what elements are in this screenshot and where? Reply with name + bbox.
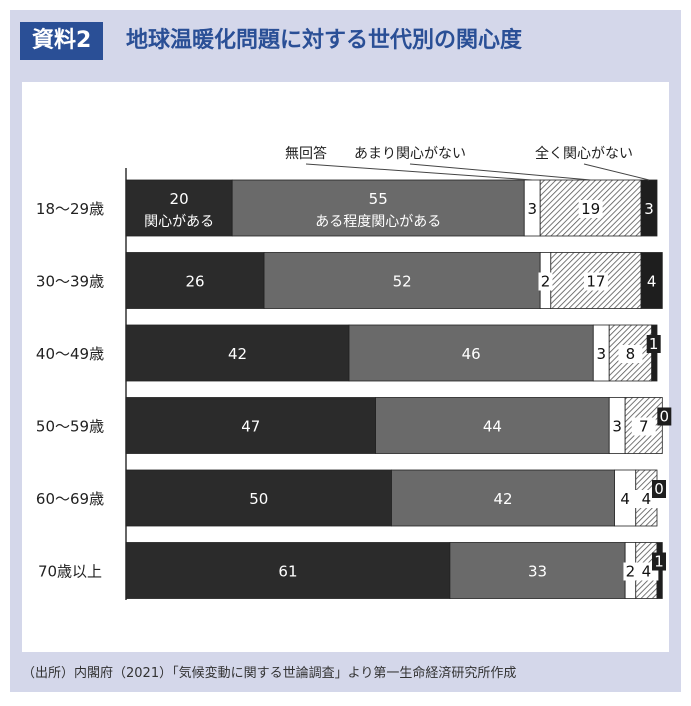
- value-label-box: [646, 335, 661, 353]
- value-label: 3: [644, 200, 654, 218]
- category-label: 50〜59歳: [36, 418, 104, 436]
- bar-segment: [263, 252, 541, 309]
- value-label: 4: [642, 490, 652, 508]
- value-label: 46: [462, 345, 481, 363]
- value-label: 0: [654, 480, 664, 498]
- value-label: 42: [493, 490, 512, 508]
- bar-segment: [125, 179, 233, 237]
- value-label: 2: [541, 273, 551, 291]
- value-label: 7: [639, 418, 649, 436]
- bar-segment: [125, 324, 350, 382]
- value-label: 50: [249, 490, 268, 508]
- value-label: 1: [654, 553, 664, 571]
- legend-label: 全く関心がない: [535, 145, 633, 162]
- bar-segment: [231, 179, 525, 237]
- value-label: 33: [528, 563, 547, 581]
- value-label-box: [618, 345, 643, 363]
- bar-segment: [125, 252, 265, 309]
- value-label: 17: [586, 273, 605, 291]
- value-label-box: [583, 272, 608, 291]
- value-label: 4: [647, 273, 657, 291]
- series-label: ある程度関心がある: [315, 214, 441, 230]
- value-label: 19: [581, 200, 600, 218]
- value-label: 4: [620, 490, 630, 508]
- bar-segment: [375, 397, 610, 454]
- value-label: 2: [626, 563, 636, 581]
- bar-segment: [125, 397, 376, 454]
- value-label-box: [652, 480, 666, 498]
- category-label: 60〜69歳: [36, 490, 104, 508]
- source-note: （出所）内閣府（2021）「気候変動に関する世論調査」より第一生命経済研究所作成: [22, 666, 517, 681]
- value-label: 26: [185, 273, 204, 291]
- legend-leader-line: [409, 163, 591, 181]
- value-label: 3: [527, 200, 537, 218]
- bar-segment: [348, 324, 594, 382]
- value-label-box: [623, 562, 638, 581]
- legend-leader-line: [583, 163, 650, 181]
- series-label: 関心がある: [144, 214, 214, 230]
- value-label-box: [631, 417, 656, 436]
- value-label: 4: [642, 563, 652, 581]
- legend-label: あまり関心がない: [354, 146, 466, 162]
- value-label: 61: [278, 563, 297, 581]
- value-label: 20: [170, 190, 189, 208]
- bar-segment: [640, 179, 658, 237]
- figure-title: 地球温暖化問題に対する世代別の関心度: [126, 28, 523, 53]
- category-label: 18〜29歳: [36, 200, 104, 218]
- legend-leader-line: [305, 163, 533, 181]
- value-label: 47: [241, 418, 260, 436]
- bar-segment: [391, 469, 615, 527]
- value-label: 0: [660, 408, 670, 426]
- value-label: 3: [612, 418, 622, 436]
- category-label: 70歳以上: [38, 563, 102, 581]
- value-label-box: [538, 272, 553, 291]
- category-label: 30〜39歳: [36, 273, 104, 291]
- value-label: 44: [483, 418, 502, 436]
- legend-label: 無回答: [285, 145, 327, 162]
- category-label: 40〜49歳: [36, 345, 104, 363]
- bar-segment: [640, 252, 663, 309]
- value-label-box: [578, 200, 603, 218]
- figure-badge: 資料2: [20, 22, 104, 60]
- value-label: 8: [626, 345, 636, 363]
- value-label: 1: [649, 335, 659, 353]
- bar-segment: [449, 542, 626, 599]
- value-label-box: [657, 407, 672, 426]
- value-label: 42: [228, 345, 247, 363]
- value-label: 55: [369, 190, 388, 208]
- bar-segment: [125, 469, 392, 527]
- value-label: 3: [596, 345, 606, 363]
- value-label: 52: [393, 273, 412, 291]
- value-label-box: [652, 552, 666, 571]
